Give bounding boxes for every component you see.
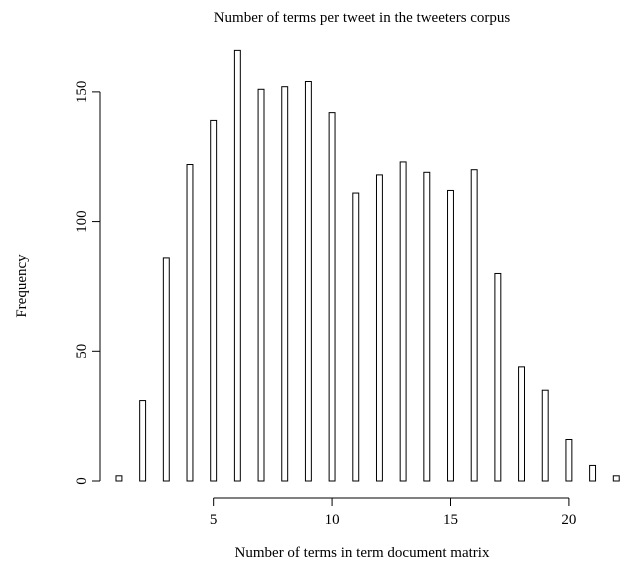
y-tick-label: 0 xyxy=(74,477,90,485)
bar xyxy=(233,49,241,482)
bar xyxy=(423,171,431,482)
x-tick-label: 15 xyxy=(443,512,458,528)
bar xyxy=(328,112,336,482)
bar xyxy=(589,464,597,482)
bar xyxy=(612,475,620,482)
y-tick-label: 150 xyxy=(74,81,90,104)
bar xyxy=(210,119,218,482)
bar xyxy=(518,366,525,482)
bar xyxy=(565,438,573,482)
x-axis-label: Number of terms in term document matrix xyxy=(235,545,490,561)
x-tick-label: 5 xyxy=(210,512,218,528)
y-tick-label: 50 xyxy=(74,344,90,359)
bar xyxy=(281,86,289,482)
bar xyxy=(541,389,549,482)
bar xyxy=(162,257,170,482)
y-axis-label: Frequency xyxy=(14,254,30,318)
bar xyxy=(115,475,123,482)
chart-title: Number of terms per tweet in the tweeter… xyxy=(214,10,511,26)
bar xyxy=(447,189,454,482)
bar xyxy=(375,174,383,482)
bar xyxy=(470,169,478,482)
bar xyxy=(186,164,194,482)
bar xyxy=(399,161,407,482)
x-tick-label: 20 xyxy=(561,512,576,528)
y-tick-label: 100 xyxy=(74,210,90,233)
x-tick-label: 10 xyxy=(325,512,340,528)
bar xyxy=(352,192,360,482)
bar xyxy=(304,81,312,482)
bar xyxy=(257,88,265,482)
bar xyxy=(494,272,502,482)
bar xyxy=(139,400,147,482)
